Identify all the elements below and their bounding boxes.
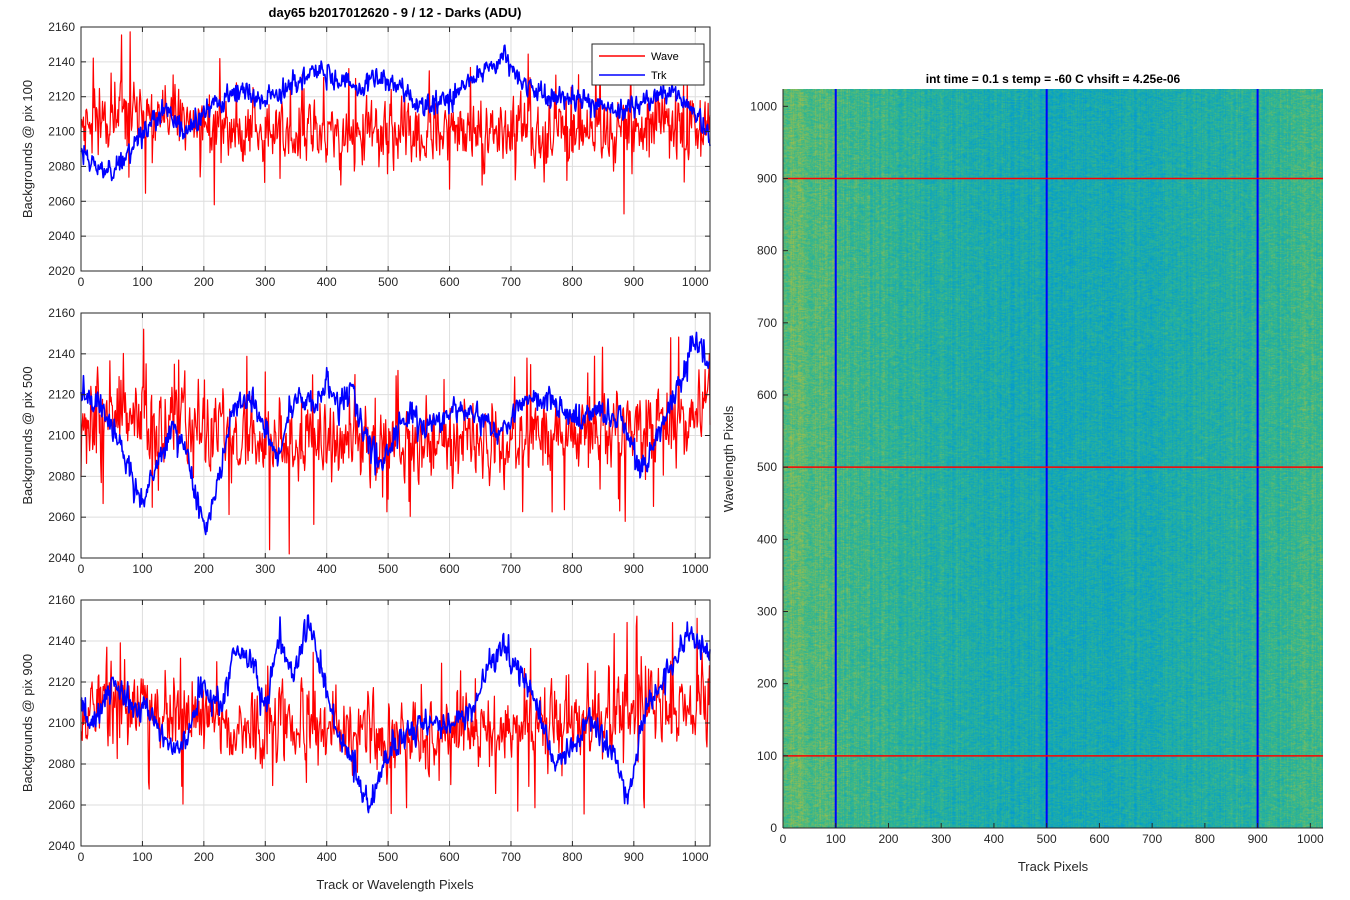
x-tick-label: 1000: [682, 562, 709, 576]
x-tick-label: 200: [194, 275, 214, 289]
heatmap-x-tick-label: 400: [984, 832, 1004, 846]
y-tick-label: 2120: [48, 388, 75, 402]
x-tick-label: 100: [132, 562, 152, 576]
series-line-trk: [80, 331, 711, 536]
x-tick-label: 400: [317, 562, 337, 576]
legend-box: [591, 43, 705, 86]
y-tick-label: 2040: [48, 839, 75, 853]
heatmap-y-tick-label: 100: [757, 749, 777, 763]
x-tick-label: 400: [317, 850, 337, 864]
heatmap-y-tick-label: 800: [757, 244, 777, 258]
y-tick-label: 2160: [48, 20, 75, 34]
x-tick-label: 100: [132, 850, 152, 864]
x-tick-label: 800: [562, 850, 582, 864]
x-tick-label: 900: [624, 562, 644, 576]
heatmap-x-tick-label: 300: [931, 832, 951, 846]
heatmap-y-tick-label: 900: [757, 171, 777, 185]
y-tick-label: 2100: [48, 125, 75, 139]
y-tick-label: 2100: [48, 429, 75, 443]
y-tick-label: 2140: [48, 634, 75, 648]
y-tick-label: 2080: [48, 469, 75, 483]
heatmap-y-tick-label: 400: [757, 532, 777, 546]
x-tick-label: 400: [317, 275, 337, 289]
y-tick-label: 2020: [48, 264, 75, 278]
y-tick-label: 2080: [48, 757, 75, 771]
x-tick-label: 0: [78, 562, 85, 576]
x-tick-label: 300: [255, 850, 275, 864]
y-tick-label: 2060: [48, 194, 75, 208]
heatmap-title: int time = 0.1 s temp = -60 C vhsift = 4…: [926, 72, 1181, 86]
heatmap-x-tick-label: 100: [826, 832, 846, 846]
series-line-wave: [80, 31, 711, 215]
series-line-trk: [80, 614, 711, 814]
x-tick-label: 200: [194, 562, 214, 576]
heatmap-x-tick-label: 200: [878, 832, 898, 846]
y-axis-label: Backgrounds @ pix 100: [20, 80, 35, 218]
legend-wave-label: Wave: [651, 51, 679, 63]
x-tick-label: 800: [562, 562, 582, 576]
y-tick-label: 2060: [48, 510, 75, 524]
y-tick-label: 2160: [48, 593, 75, 607]
heatmap-xlabel: Track Pixels: [1018, 859, 1089, 874]
heatmap-x-tick-label: 500: [1037, 832, 1057, 846]
y-tick-label: 2040: [48, 551, 75, 565]
y-tick-label: 2060: [48, 798, 75, 812]
x-tick-label: 700: [501, 275, 521, 289]
heatmap-y-tick-label: 500: [757, 460, 777, 474]
x-tick-label: 0: [78, 850, 85, 864]
heatmap-x-tick-label: 800: [1195, 832, 1215, 846]
legend-trk-label: Trk: [651, 70, 667, 82]
heatmap-y-tick-label: 200: [757, 677, 777, 691]
heatmap-y-tick-label: 600: [757, 388, 777, 402]
y-tick-label: 2080: [48, 159, 75, 173]
x-tick-label: 900: [624, 275, 644, 289]
plot-pix-900: 0 100 200 300 400 500 600 700 800 900 1000 2040 2060…: [20, 593, 711, 864]
x-tick-label: 800: [562, 275, 582, 289]
y-tick-label: 2160: [48, 306, 75, 320]
heatmap-ylabel: Wavelength Pixels: [721, 405, 736, 512]
plot-xlabel: Track or Wavelength Pixels: [316, 877, 474, 892]
y-tick-label: 2040: [48, 229, 75, 243]
heatmap-x-tick-label: 700: [1142, 832, 1162, 846]
x-tick-label: 200: [194, 850, 214, 864]
heatmap-image: [783, 89, 1323, 828]
y-tick-label: 2100: [48, 716, 75, 730]
x-tick-label: 600: [440, 562, 460, 576]
x-tick-label: 600: [440, 850, 460, 864]
x-tick-label: 300: [255, 275, 275, 289]
x-tick-label: 500: [378, 850, 398, 864]
x-tick-label: 100: [132, 275, 152, 289]
heatmap-x-tick-label: 0: [780, 832, 787, 846]
heatmap-y-tick-label: 0: [770, 821, 777, 835]
heatmap-y-tick-label: 700: [757, 316, 777, 330]
y-tick-label: 2140: [48, 55, 75, 69]
x-tick-label: 500: [378, 562, 398, 576]
figure-title: day65 b2017012620 - 9 / 12 - Darks (ADU): [269, 5, 522, 20]
y-tick-label: 2140: [48, 347, 75, 361]
heatmap-y-tick-label: 300: [757, 604, 777, 618]
axes-box: [80, 26, 711, 272]
x-tick-label: 600: [440, 275, 460, 289]
x-tick-label: 500: [378, 275, 398, 289]
x-tick-label: 1000: [682, 275, 709, 289]
x-tick-label: 0: [78, 275, 85, 289]
series-line-trk: [80, 44, 711, 182]
y-tick-label: 2120: [48, 675, 75, 689]
legend: Wave Trk: [591, 43, 705, 86]
x-tick-label: 700: [501, 562, 521, 576]
y-tick-label: 2120: [48, 90, 75, 104]
heatmap-x-tick-label: 600: [1089, 832, 1109, 846]
x-tick-label: 700: [501, 850, 521, 864]
x-tick-label: 1000: [682, 850, 709, 864]
y-axis-label: Backgrounds @ pix 900: [20, 654, 35, 792]
plot-pix-500: 0 100 200 300 400 500 600 700 800 900 1000 2040 2060…: [20, 306, 711, 576]
heatmap-panel: int time = 0.1 s temp = -60 C vhsift = 4…: [721, 72, 1324, 874]
heatmap-y-tick-label: 1000: [750, 99, 777, 113]
heatmap-x-tick-label: 1000: [1297, 832, 1324, 846]
x-tick-label: 300: [255, 562, 275, 576]
heatmap-x-tick-label: 900: [1248, 832, 1268, 846]
y-axis-label: Backgrounds @ pix 500: [20, 366, 35, 504]
x-tick-label: 900: [624, 850, 644, 864]
